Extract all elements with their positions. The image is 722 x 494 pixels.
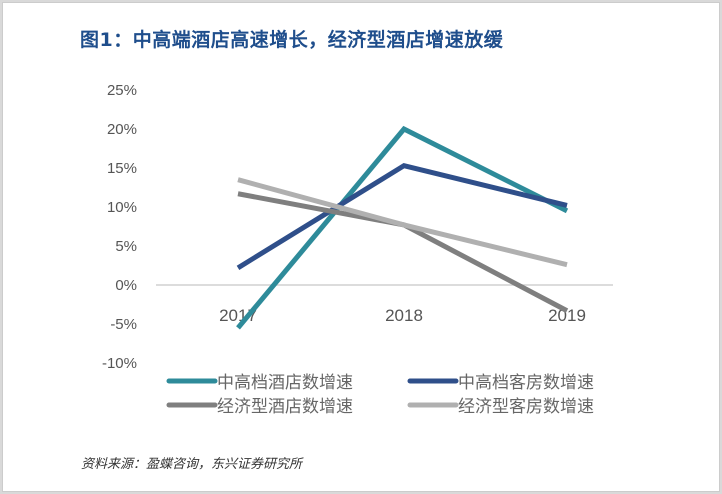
y-tick-label: -5% [110,316,137,333]
y-tick-label: 15% [107,160,137,177]
legend-label: 经济型客房数增速 [458,397,594,417]
series-line [237,177,568,268]
legend-label: 经济型酒店数增速 [217,397,353,417]
y-tick-label: 25% [107,82,137,99]
line-chart: 25%20%15%10%5%0%-5%-10%2017 2018 2019中高档酒店… [102,82,613,417]
y-tick-label: -10% [102,355,137,372]
legend-label: 中高档酒店数增速 [217,373,353,393]
y-tick-label: 0% [115,277,137,294]
series-line [236,125,569,330]
x-tick-label: 2018 [385,306,423,325]
legend-label: 中高档客房数增速 [458,373,594,393]
y-tick-label: 5% [115,238,137,255]
y-tick-label: 10% [107,199,137,216]
chart-title: 图1：中高端酒店高速增长，经济型酒店增速放缓 [80,29,504,51]
x-tick-label: 2019 [548,306,586,325]
source-note: 资料来源：盈蝶咨询，东兴证券研究所 [81,457,303,472]
series-line [236,162,568,270]
y-tick-label: 20% [107,121,137,138]
